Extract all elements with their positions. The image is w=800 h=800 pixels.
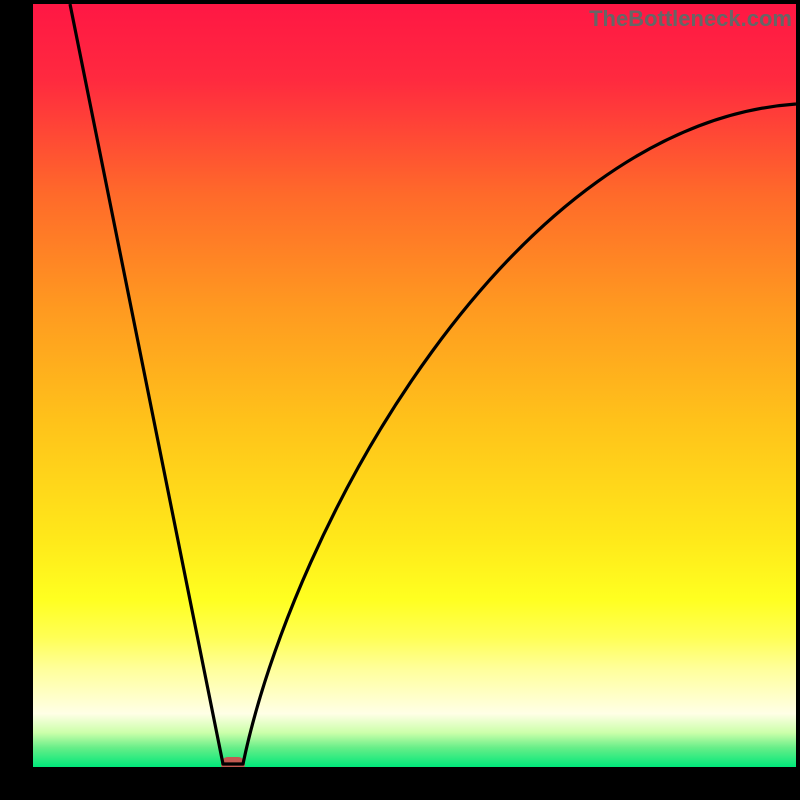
curve-layer [33,4,796,767]
chart-container: TheBottleneck.com [0,0,800,800]
watermark-text: TheBottleneck.com [589,6,792,32]
plot-area [33,4,796,767]
bottleneck-curve [70,4,796,764]
